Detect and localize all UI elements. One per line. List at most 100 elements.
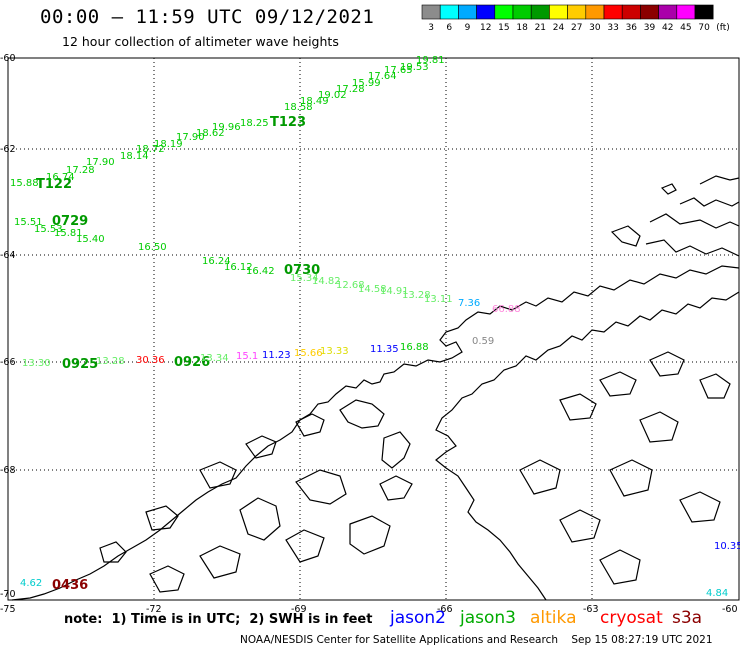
satellite-name: s3a xyxy=(672,608,703,628)
wave-height-value: 16.74 xyxy=(46,172,75,183)
wave-height-value: 16.12 xyxy=(224,262,253,273)
coastline-interior xyxy=(295,469,347,505)
pass-time-label: 0436 xyxy=(52,578,88,593)
coastline-interior xyxy=(199,545,241,579)
wave-height-value: 66.88 xyxy=(492,304,521,315)
wave-height-value: 15.88 xyxy=(10,178,39,189)
coastline-interior xyxy=(679,491,721,523)
wave-height-value: 4.84 xyxy=(706,588,728,599)
coastline-mainland xyxy=(11,265,740,601)
legend-swatch xyxy=(476,4,496,20)
coastline-interior xyxy=(559,509,601,543)
lon-label: -60 xyxy=(722,604,738,615)
pass-time-labels: T123 T122 0729 0730 0925 0926 0436 xyxy=(36,115,320,593)
satellite-name: jason3 xyxy=(460,608,516,628)
wave-height-value: 14.91 xyxy=(380,286,409,297)
coastline-interior xyxy=(639,411,679,443)
footer-note: note: 1) Time is in UTC; 2) SWH is in fe… xyxy=(64,612,373,627)
legend-label: 21 xyxy=(535,23,546,33)
wave-height-value: 16.88 xyxy=(400,342,429,353)
coastline-interior xyxy=(609,459,653,497)
pass-time-label: 0730 xyxy=(284,263,320,278)
coastline-interior xyxy=(379,475,413,501)
map-subtitle: 12 hour collection of altimeter wave hei… xyxy=(62,34,339,49)
coastline-mainland xyxy=(435,291,740,601)
coastline-interior xyxy=(381,431,411,469)
coastline-interior xyxy=(599,549,641,585)
wave-height-value: 17.64 xyxy=(368,71,397,82)
coastline-interior xyxy=(285,529,325,563)
wave-height-value: 30.36 xyxy=(136,355,165,366)
footer-credit: NOAA/NESDIS Center for Satellite Applica… xyxy=(240,634,713,646)
wave-height-value: 13.28 xyxy=(96,356,125,367)
wave-height-value: 14.82 xyxy=(312,276,341,287)
coastline-interior xyxy=(649,351,685,377)
legend-label: 42 xyxy=(662,23,673,33)
longitude-labels: -75 -72 -69 -66 -63 -60 xyxy=(0,604,738,615)
wave-height-value: 19.81 xyxy=(416,55,445,66)
legend-unit: (ft) xyxy=(716,23,730,33)
satellite-name: cryosat xyxy=(600,608,663,628)
legend-swatch xyxy=(458,4,477,20)
wave-height-value: 0.59 xyxy=(472,336,494,347)
wave-height-value: 13.30 xyxy=(22,358,51,369)
legend-swatch xyxy=(585,4,605,20)
wave-height-value: 18.62 xyxy=(196,128,225,139)
legend-label: 27 xyxy=(571,23,582,33)
legend-label: 3 xyxy=(428,23,434,33)
wave-height-value: 15.66 xyxy=(294,348,323,359)
wave-height-value: 17.90 xyxy=(86,157,115,168)
coastline-island xyxy=(660,183,677,195)
legend-label: 39 xyxy=(644,23,656,33)
legend-swatch xyxy=(640,4,659,20)
wave-height-value: 15.51 xyxy=(14,217,43,228)
legend-swatch xyxy=(439,4,459,20)
wave-height-value: 15.34 xyxy=(290,273,319,284)
wave-height-value: 17.65 xyxy=(384,65,413,76)
legend-label: 70 xyxy=(698,23,710,33)
lon-label: -66 xyxy=(437,604,453,615)
wave-height-value: 17.90 xyxy=(176,132,205,143)
coastline-island xyxy=(245,435,277,459)
legend-swatch xyxy=(512,4,532,20)
legend-swatch xyxy=(494,4,514,20)
wave-height-value: 17.28 xyxy=(336,84,365,95)
wave-height-value: 16.50 xyxy=(138,242,167,253)
coastline-island xyxy=(610,225,641,247)
graticule xyxy=(8,58,739,600)
wave-height-value: 13.34 xyxy=(200,353,229,364)
lon-label: -63 xyxy=(583,604,599,615)
coastline xyxy=(11,175,740,601)
coastline-island xyxy=(679,197,740,207)
lat-label: -68 xyxy=(0,465,16,476)
pass-time-label: T122 xyxy=(36,177,72,192)
wave-height-value: 18.14 xyxy=(120,151,149,162)
wave-height-value: 15.99 xyxy=(352,78,381,89)
satellite-name: jason2 xyxy=(390,608,446,628)
wave-height-value: 4.62 xyxy=(20,578,42,589)
wave-height-values: 19.8119.5317.6517.6415.9917.2819.0218.49… xyxy=(10,55,740,599)
wave-height-value: 12.68 xyxy=(336,280,365,291)
lat-label: -60 xyxy=(0,53,16,64)
wave-height-value: 7.36 xyxy=(458,298,480,309)
coastline-interior xyxy=(239,497,281,541)
wave-height-value: 18.19 xyxy=(154,139,183,150)
lon-label: -75 xyxy=(0,604,16,615)
wave-height-value: 13.11 xyxy=(424,294,453,305)
wave-height-value: 13.28 xyxy=(402,290,431,301)
legend-swatch xyxy=(676,4,696,20)
coastline-interior xyxy=(559,393,597,421)
lat-label: -62 xyxy=(0,144,16,155)
coastline-interior xyxy=(599,371,637,397)
coastline-interior xyxy=(349,515,391,555)
coastline-island xyxy=(645,239,740,257)
coastline-island xyxy=(649,213,740,229)
legend-label: 9 xyxy=(465,23,471,33)
lat-label: -64 xyxy=(0,250,16,261)
legend-label: 45 xyxy=(680,23,691,33)
legend-swatch xyxy=(567,4,587,20)
wave-height-value: 15.53 xyxy=(34,224,63,235)
coastline-interior xyxy=(699,373,731,399)
